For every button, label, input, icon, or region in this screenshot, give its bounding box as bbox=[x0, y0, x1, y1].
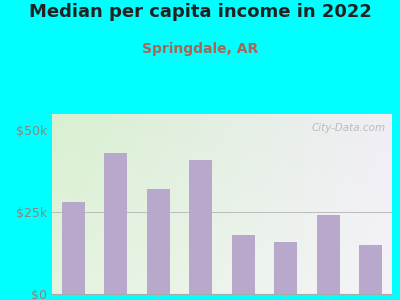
Bar bbox=[274, 242, 298, 294]
Bar bbox=[62, 202, 85, 294]
Bar bbox=[359, 245, 382, 294]
Bar bbox=[316, 215, 340, 294]
Bar bbox=[232, 235, 255, 294]
Text: City-Data.com: City-Data.com bbox=[311, 123, 385, 133]
Text: Median per capita income in 2022: Median per capita income in 2022 bbox=[28, 3, 372, 21]
Text: Springdale, AR: Springdale, AR bbox=[142, 42, 258, 56]
Bar bbox=[104, 153, 128, 294]
Bar bbox=[189, 160, 212, 294]
Bar bbox=[146, 189, 170, 294]
